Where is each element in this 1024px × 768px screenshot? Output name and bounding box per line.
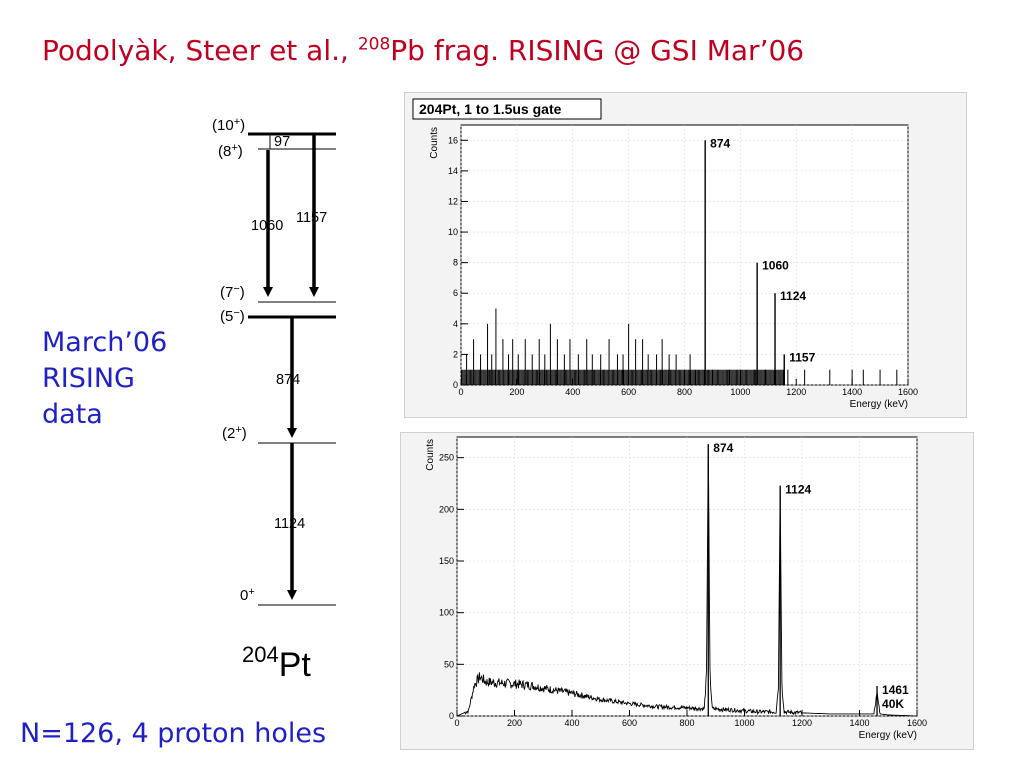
footer-text: N=126, 4 proton holes bbox=[20, 718, 327, 749]
level-label: (10+) bbox=[212, 116, 245, 134]
y-tick-label: 10 bbox=[448, 227, 458, 237]
transition-label: 1157 bbox=[296, 210, 327, 226]
y-tick-label: 200 bbox=[439, 504, 454, 514]
chart-title: 204Pt, 1 to 1.5us gate bbox=[419, 101, 562, 117]
x-axis-label: Energy (keV) bbox=[850, 399, 908, 410]
x-tick-label: 1200 bbox=[786, 387, 806, 397]
x-tick-label: 0 bbox=[458, 387, 463, 397]
x-tick-label: 1600 bbox=[898, 387, 918, 397]
transition-label: 1124 bbox=[274, 516, 305, 532]
top-spectrum-chart: 0 200 400 600 800 1000 1200 1400 1600 0 2 4 6 8 10 12 14… bbox=[412, 98, 918, 410]
x-tick-label: 800 bbox=[679, 718, 694, 728]
x-tick-label: 400 bbox=[565, 387, 580, 397]
y-axis-label: Counts bbox=[429, 127, 440, 159]
transition-label: 874 bbox=[276, 372, 300, 388]
side-note-line: March’06 bbox=[42, 327, 168, 358]
y-tick-label: 50 bbox=[444, 659, 454, 669]
x-tick-label: 1200 bbox=[792, 718, 812, 728]
transition-label: 97 bbox=[274, 134, 290, 150]
x-tick-label: 1000 bbox=[730, 387, 750, 397]
level-scheme: (10+) (8+) (7−) (5−) (2+) 0+ 97 1060 115… bbox=[212, 116, 336, 684]
x-axis-label: Energy (keV) bbox=[859, 730, 917, 741]
side-note-line: RISING bbox=[42, 363, 135, 394]
peak-label: 1157 bbox=[789, 350, 815, 364]
transition-label: 1060 bbox=[251, 218, 283, 234]
slide-title: Podolyàk, Steer et al., 208Pb frag. RISI… bbox=[42, 34, 805, 67]
level-label: 0+ bbox=[240, 586, 255, 604]
x-tick-label: 200 bbox=[509, 387, 524, 397]
x-tick-label: 600 bbox=[622, 718, 637, 728]
spectrum-line bbox=[456, 444, 917, 717]
bottom-spectrum-panel: 0 200 400 600 800 1000 1200 1400 1600 0 50 100 150 20… bbox=[400, 432, 974, 750]
y-tick-label: 250 bbox=[439, 453, 454, 463]
y-tick-label: 2 bbox=[453, 349, 458, 359]
side-note-line: data bbox=[42, 399, 103, 430]
peak-label-secondary: 40K bbox=[882, 697, 904, 711]
x-tick-label: 400 bbox=[564, 718, 579, 728]
y-tick-label: 12 bbox=[448, 196, 458, 206]
x-tick-label: 1400 bbox=[849, 718, 869, 728]
side-note: March’06 RISING data bbox=[42, 325, 167, 433]
x-tick-label: 0 bbox=[454, 718, 459, 728]
y-tick-label: 100 bbox=[439, 608, 454, 618]
bottom-spectrum-chart: 0 200 400 600 800 1000 1200 1400 1600 0 50 100 150 20… bbox=[425, 436, 927, 741]
peak-label: 874 bbox=[710, 136, 730, 150]
peak-label: 1124 bbox=[785, 483, 811, 497]
level-label: (5−) bbox=[220, 307, 245, 325]
x-tick-label: 1000 bbox=[734, 718, 754, 728]
peak-label: 1124 bbox=[780, 289, 806, 303]
x-tick-label: 800 bbox=[677, 387, 692, 397]
x-tick-label: 200 bbox=[507, 718, 522, 728]
level-label: (7−) bbox=[220, 283, 245, 301]
x-tick-label: 1600 bbox=[907, 718, 927, 728]
top-spectrum-panel: 0 200 400 600 800 1000 1200 1400 1600 0 2 4 6 8 10 12 14… bbox=[404, 92, 967, 418]
y-axis-label: Counts bbox=[425, 439, 436, 471]
y-tick-label: 6 bbox=[453, 288, 458, 298]
chart-title-box bbox=[412, 98, 602, 120]
peak-label: 874 bbox=[713, 441, 733, 455]
y-tick-label: 4 bbox=[453, 319, 458, 329]
y-tick-label: 16 bbox=[448, 135, 458, 145]
level-label: (2+) bbox=[222, 424, 247, 442]
y-tick-label: 14 bbox=[448, 166, 458, 176]
nucleus-label: 204Pt bbox=[242, 642, 311, 684]
peak-label: 1461 bbox=[882, 683, 909, 697]
x-tick-label: 1400 bbox=[842, 387, 862, 397]
x-tick-label: 600 bbox=[621, 387, 636, 397]
peak-label: 1060 bbox=[762, 259, 789, 273]
level-label: (8+) bbox=[218, 142, 243, 160]
y-tick-label: 150 bbox=[439, 556, 454, 566]
y-tick-label: 8 bbox=[453, 258, 458, 268]
y-tick-label: 0 bbox=[449, 711, 454, 721]
y-tick-label: 0 bbox=[453, 380, 458, 390]
